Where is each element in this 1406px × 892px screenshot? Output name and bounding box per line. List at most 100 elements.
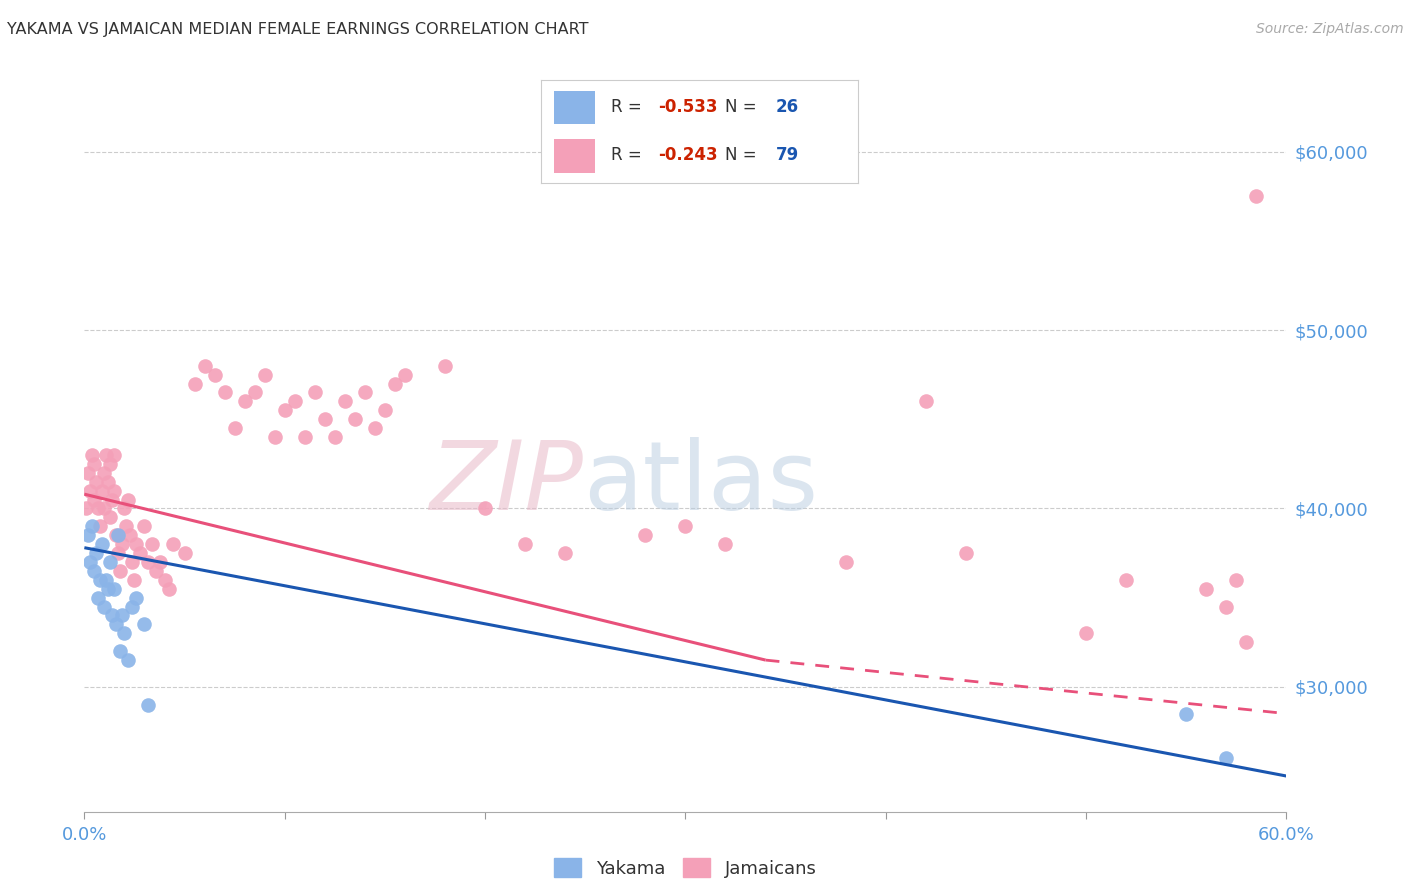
Point: [86, 475, 108, 489]
Text: R =: R =: [612, 146, 647, 164]
Point: [354, 385, 377, 400]
Point: [124, 573, 146, 587]
Point: [233, 394, 256, 409]
Point: [364, 421, 387, 435]
Point: [194, 359, 217, 373]
Point: [323, 430, 346, 444]
Point: [153, 573, 176, 587]
Text: R =: R =: [612, 98, 647, 116]
Point: [314, 412, 336, 426]
Point: [915, 394, 938, 409]
Point: [115, 519, 138, 533]
Point: [110, 644, 132, 658]
Point: [117, 492, 139, 507]
Point: [835, 555, 858, 569]
Text: YAKAMA VS JAMAICAN MEDIAN FEMALE EARNINGS CORRELATION CHART: YAKAMA VS JAMAICAN MEDIAN FEMALE EARNING…: [7, 22, 589, 37]
Point: [284, 394, 307, 409]
Point: [1195, 582, 1218, 596]
Point: [214, 385, 236, 400]
Point: [107, 546, 129, 560]
Point: [1246, 189, 1268, 203]
Point: [134, 519, 156, 533]
Point: [263, 430, 285, 444]
Point: [82, 448, 104, 462]
Text: 79: 79: [776, 146, 799, 164]
Bar: [554, 139, 595, 173]
Point: [114, 501, 135, 516]
Bar: [554, 91, 595, 124]
Point: [103, 483, 125, 498]
Point: [111, 608, 134, 623]
Point: [105, 528, 128, 542]
Point: [145, 564, 167, 578]
Point: [93, 501, 115, 516]
Point: [100, 457, 122, 471]
Point: [274, 403, 297, 417]
Point: [114, 626, 135, 640]
Point: [138, 555, 160, 569]
Point: [1076, 626, 1098, 640]
Point: [79, 555, 101, 569]
Point: [253, 368, 276, 382]
Point: [304, 385, 326, 400]
Point: [1215, 599, 1237, 614]
Point: [103, 582, 125, 596]
Point: [384, 376, 406, 391]
Point: [204, 368, 226, 382]
Point: [149, 555, 172, 569]
Point: [77, 528, 100, 542]
Point: [125, 591, 148, 605]
Point: [100, 555, 122, 569]
Point: [93, 599, 115, 614]
Point: [96, 573, 118, 587]
Point: [714, 537, 737, 551]
Text: 26: 26: [776, 98, 799, 116]
Text: N =: N =: [725, 98, 762, 116]
Point: [1115, 573, 1137, 587]
Point: [141, 537, 163, 551]
Point: [91, 537, 114, 551]
Point: [83, 492, 105, 507]
Point: [129, 546, 152, 560]
Text: atlas: atlas: [583, 437, 818, 530]
Point: [77, 466, 100, 480]
Legend: Yakama, Jamaicans: Yakama, Jamaicans: [547, 851, 824, 885]
Point: [103, 448, 125, 462]
Point: [110, 564, 132, 578]
Point: [101, 492, 124, 507]
Point: [394, 368, 416, 382]
Point: [75, 501, 97, 516]
Point: [554, 546, 576, 560]
Point: [333, 394, 356, 409]
Text: N =: N =: [725, 146, 762, 164]
Point: [96, 448, 118, 462]
Point: [89, 519, 111, 533]
Point: [120, 528, 142, 542]
Point: [374, 403, 396, 417]
Point: [121, 599, 143, 614]
Text: -0.533: -0.533: [658, 98, 718, 116]
Point: [162, 537, 184, 551]
Point: [93, 466, 115, 480]
Point: [97, 475, 120, 489]
Point: [87, 501, 110, 516]
Point: [134, 617, 156, 632]
Point: [294, 430, 316, 444]
Point: [117, 653, 139, 667]
Point: [243, 385, 266, 400]
Point: [955, 546, 977, 560]
Point: [83, 564, 105, 578]
Text: ZIP: ZIP: [429, 437, 583, 530]
Point: [97, 582, 120, 596]
Point: [474, 501, 496, 516]
Point: [89, 573, 111, 587]
Point: [224, 421, 246, 435]
Point: [101, 608, 124, 623]
Point: [121, 555, 143, 569]
Point: [125, 537, 148, 551]
Point: [111, 537, 134, 551]
Point: [100, 510, 122, 524]
Point: [157, 582, 180, 596]
Point: [1225, 573, 1247, 587]
Point: [86, 546, 108, 560]
